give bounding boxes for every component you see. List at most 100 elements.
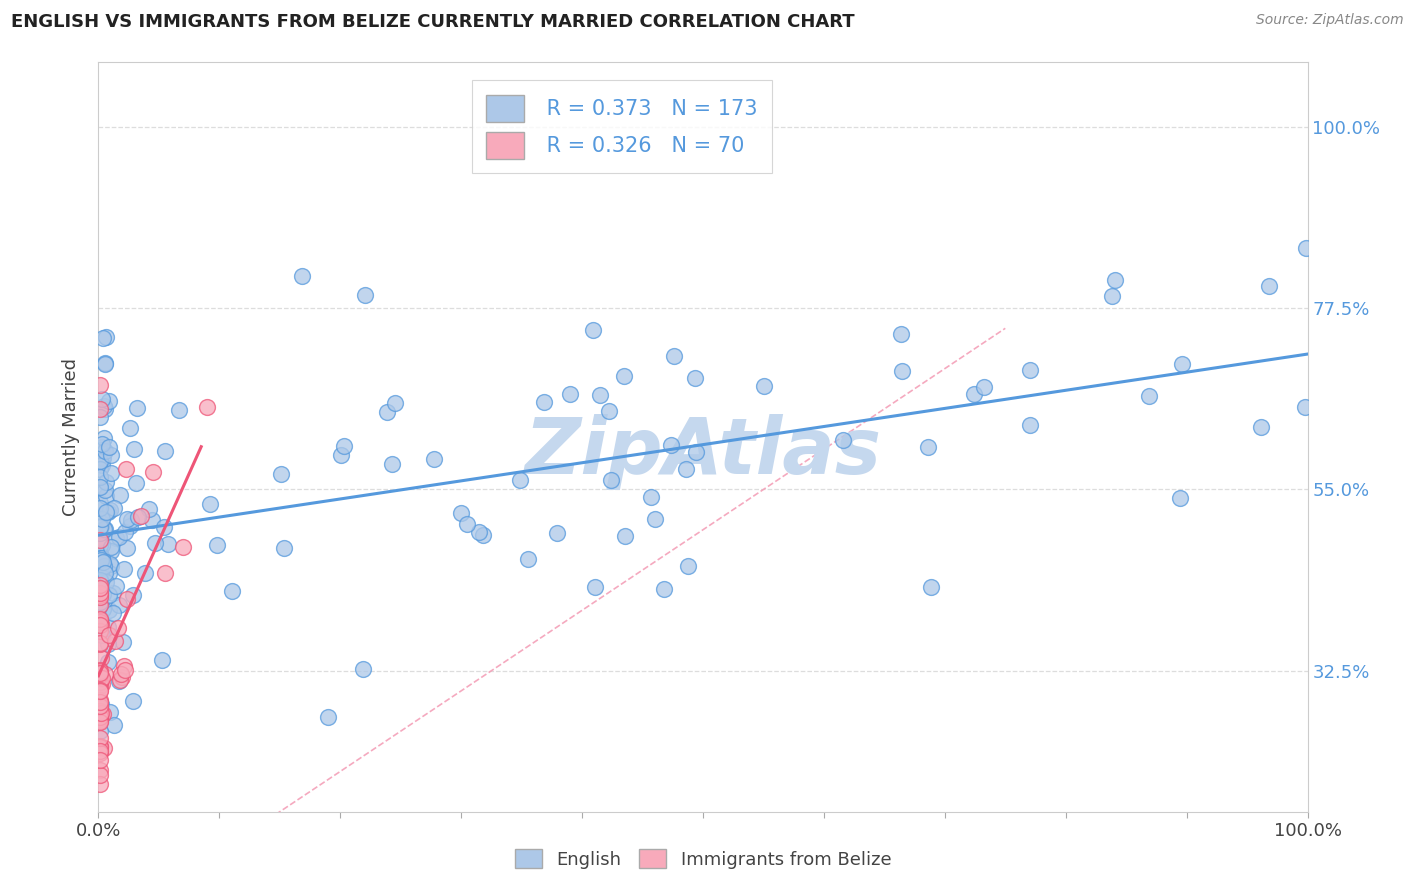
- Point: [100, 466, 122, 480]
- Point: [90, 651, 112, 665]
- Point: [97, 505, 120, 519]
- Point: [91, 628, 114, 642]
- Point: [93, 432, 115, 446]
- Point: [89, 724, 111, 739]
- Point: [89, 768, 111, 782]
- Point: [89, 666, 111, 681]
- Point: [683, 371, 706, 385]
- Point: [89, 496, 111, 510]
- Point: [89, 470, 111, 484]
- Point: [589, 388, 612, 402]
- Text: Source: ZipAtlas.com: Source: ZipAtlas.com: [1256, 13, 1403, 28]
- Point: [509, 473, 531, 487]
- Point: [89, 544, 111, 558]
- Point: [89, 695, 111, 709]
- Point: [100, 559, 122, 574]
- Point: [1250, 420, 1272, 434]
- Point: [97, 627, 120, 641]
- Point: [97, 620, 120, 634]
- Point: [291, 268, 314, 283]
- Point: [134, 566, 156, 581]
- Point: [98, 588, 121, 602]
- Point: [516, 551, 538, 566]
- Point: [90, 519, 112, 533]
- Point: [600, 473, 623, 487]
- Point: [101, 606, 124, 620]
- Point: [156, 537, 179, 551]
- Point: [94, 522, 117, 536]
- Point: [97, 440, 120, 454]
- Point: [89, 711, 111, 725]
- Point: [93, 399, 115, 413]
- Point: [117, 591, 139, 606]
- Point: [90, 582, 112, 596]
- Y-axis label: Currently Married: Currently Married: [62, 358, 80, 516]
- Point: [89, 731, 111, 745]
- Point: [97, 637, 120, 651]
- Point: [167, 403, 190, 417]
- Point: [104, 578, 127, 592]
- Point: [467, 525, 489, 540]
- Point: [90, 392, 112, 406]
- Point: [111, 669, 134, 683]
- Point: [890, 327, 912, 342]
- Point: [659, 437, 682, 451]
- Point: [1168, 491, 1191, 506]
- Point: [89, 549, 111, 563]
- Point: [316, 710, 339, 724]
- Point: [90, 458, 112, 472]
- Point: [89, 705, 111, 719]
- Point: [108, 488, 131, 502]
- Point: [1018, 418, 1040, 433]
- Point: [89, 701, 111, 715]
- Point: [90, 566, 112, 581]
- Point: [652, 582, 675, 597]
- Point: [614, 529, 637, 543]
- Point: [129, 508, 152, 523]
- Point: [110, 666, 132, 681]
- Point: [89, 739, 111, 753]
- Point: [90, 437, 112, 451]
- Point: [115, 512, 138, 526]
- Point: [89, 533, 111, 547]
- Point: [270, 467, 292, 481]
- Point: [153, 566, 176, 580]
- Point: [89, 746, 111, 760]
- Point: [122, 588, 145, 602]
- Point: [89, 709, 111, 723]
- Point: [91, 512, 114, 526]
- Point: [89, 683, 111, 698]
- Point: [103, 718, 125, 732]
- Point: [114, 524, 136, 539]
- Point: [89, 578, 111, 592]
- Point: [89, 777, 111, 791]
- Point: [94, 475, 117, 489]
- Point: [89, 550, 111, 565]
- Point: [89, 740, 111, 755]
- Point: [143, 536, 166, 550]
- Point: [142, 466, 165, 480]
- Point: [332, 439, 354, 453]
- Point: [89, 500, 111, 515]
- Point: [124, 442, 146, 456]
- Point: [89, 615, 111, 629]
- Point: [273, 541, 295, 555]
- Point: [107, 673, 129, 688]
- Point: [172, 540, 194, 554]
- Point: [105, 531, 128, 545]
- Point: [560, 387, 582, 401]
- Point: [104, 633, 127, 648]
- Point: [89, 581, 111, 595]
- Point: [98, 566, 121, 581]
- Point: [582, 323, 605, 337]
- Point: [89, 454, 111, 468]
- Point: [91, 587, 114, 601]
- Point: [352, 662, 374, 676]
- Point: [89, 714, 111, 729]
- Point: [89, 538, 111, 552]
- Point: [89, 710, 111, 724]
- Point: [91, 601, 114, 615]
- Point: [89, 693, 111, 707]
- Point: [221, 583, 243, 598]
- Point: [675, 462, 697, 476]
